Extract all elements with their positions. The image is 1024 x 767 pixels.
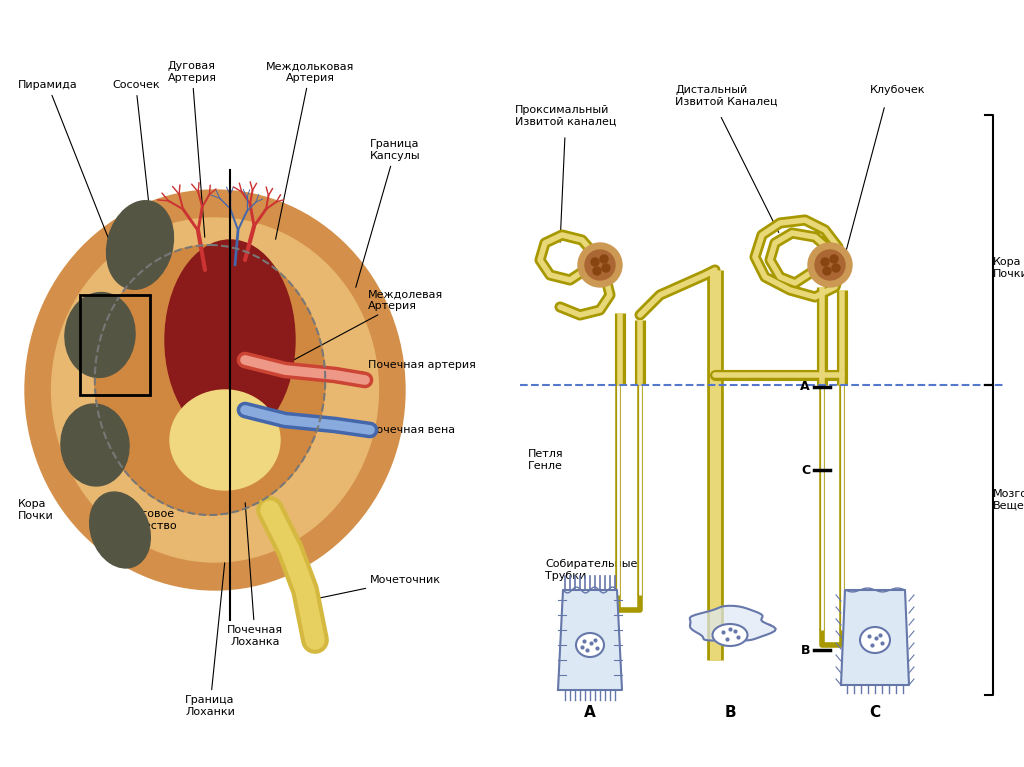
Text: Почечная
Лоханка: Почечная Лоханка	[227, 503, 283, 647]
Circle shape	[585, 250, 615, 280]
Ellipse shape	[90, 492, 151, 568]
Text: Междолевая
Артерия: Междолевая Артерия	[278, 289, 443, 369]
Text: C: C	[869, 705, 881, 720]
Circle shape	[808, 243, 852, 287]
Text: A: A	[584, 705, 596, 720]
Circle shape	[821, 258, 829, 266]
Ellipse shape	[713, 624, 748, 646]
Text: A: A	[801, 380, 810, 393]
Ellipse shape	[170, 390, 280, 490]
Text: Мочеточник: Мочеточник	[312, 575, 441, 600]
Text: Мозговое
Вещество: Мозговое Вещество	[993, 489, 1024, 511]
Circle shape	[823, 267, 831, 275]
Text: Собирательные
Трубки: Собирательные Трубки	[545, 559, 637, 581]
Text: Клубочек: Клубочек	[870, 85, 926, 95]
Text: Мозговое
Вещество: Мозговое Вещество	[120, 509, 177, 531]
Text: Кора
Почки: Кора Почки	[18, 499, 53, 521]
Bar	[80, 295, 150, 395]
Text: Междольковая
Артерия: Междольковая Артерия	[266, 61, 354, 239]
Text: Почечная вена: Почечная вена	[338, 420, 455, 435]
Circle shape	[815, 250, 845, 280]
Ellipse shape	[165, 240, 295, 440]
Ellipse shape	[65, 292, 135, 377]
Text: B: B	[724, 705, 736, 720]
Text: Проксимальный
Извитой каналец: Проксимальный Извитой каналец	[515, 105, 616, 127]
Ellipse shape	[95, 245, 326, 515]
Circle shape	[600, 255, 608, 263]
Text: Граница
Лоханки: Граница Лоханки	[185, 563, 234, 717]
Text: Пирамида: Пирамида	[18, 80, 114, 252]
Polygon shape	[690, 606, 776, 640]
Text: Петля
Генле: Петля Генле	[528, 449, 563, 471]
Ellipse shape	[51, 218, 379, 562]
Text: Дистальный
Извитой Каналец: Дистальный Извитой Каналец	[675, 85, 777, 107]
Text: Сосочек: Сосочек	[112, 80, 160, 257]
Text: B: B	[801, 644, 810, 657]
Ellipse shape	[106, 201, 173, 289]
Text: Дуговая
Артерия: Дуговая Артерия	[168, 61, 216, 237]
Ellipse shape	[61, 404, 129, 486]
Text: Кора
Почки: Кора Почки	[993, 257, 1024, 278]
Circle shape	[831, 264, 840, 272]
Polygon shape	[558, 590, 622, 690]
Ellipse shape	[25, 190, 406, 590]
Circle shape	[593, 267, 601, 275]
Polygon shape	[841, 590, 909, 685]
Text: Почечная артерия: Почечная артерия	[338, 360, 476, 375]
Circle shape	[591, 258, 599, 266]
Circle shape	[578, 243, 622, 287]
Circle shape	[830, 255, 838, 263]
Ellipse shape	[860, 627, 890, 653]
Ellipse shape	[575, 633, 604, 657]
Circle shape	[602, 264, 610, 272]
Text: Граница
Капсулы: Граница Капсулы	[355, 139, 421, 288]
Text: C: C	[801, 463, 810, 476]
